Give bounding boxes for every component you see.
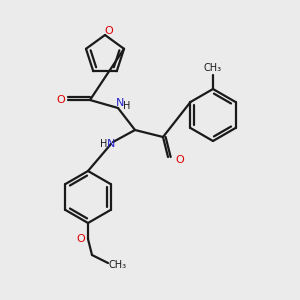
Text: CH₃: CH₃: [204, 63, 222, 73]
Text: O: O: [105, 26, 113, 36]
Text: N: N: [116, 98, 124, 108]
Text: O: O: [76, 234, 85, 244]
Text: CH₃: CH₃: [109, 260, 127, 270]
Text: O: O: [57, 95, 65, 105]
Text: N: N: [107, 139, 115, 149]
Text: H: H: [100, 139, 108, 149]
Text: O: O: [176, 155, 184, 165]
Text: H: H: [123, 101, 131, 111]
